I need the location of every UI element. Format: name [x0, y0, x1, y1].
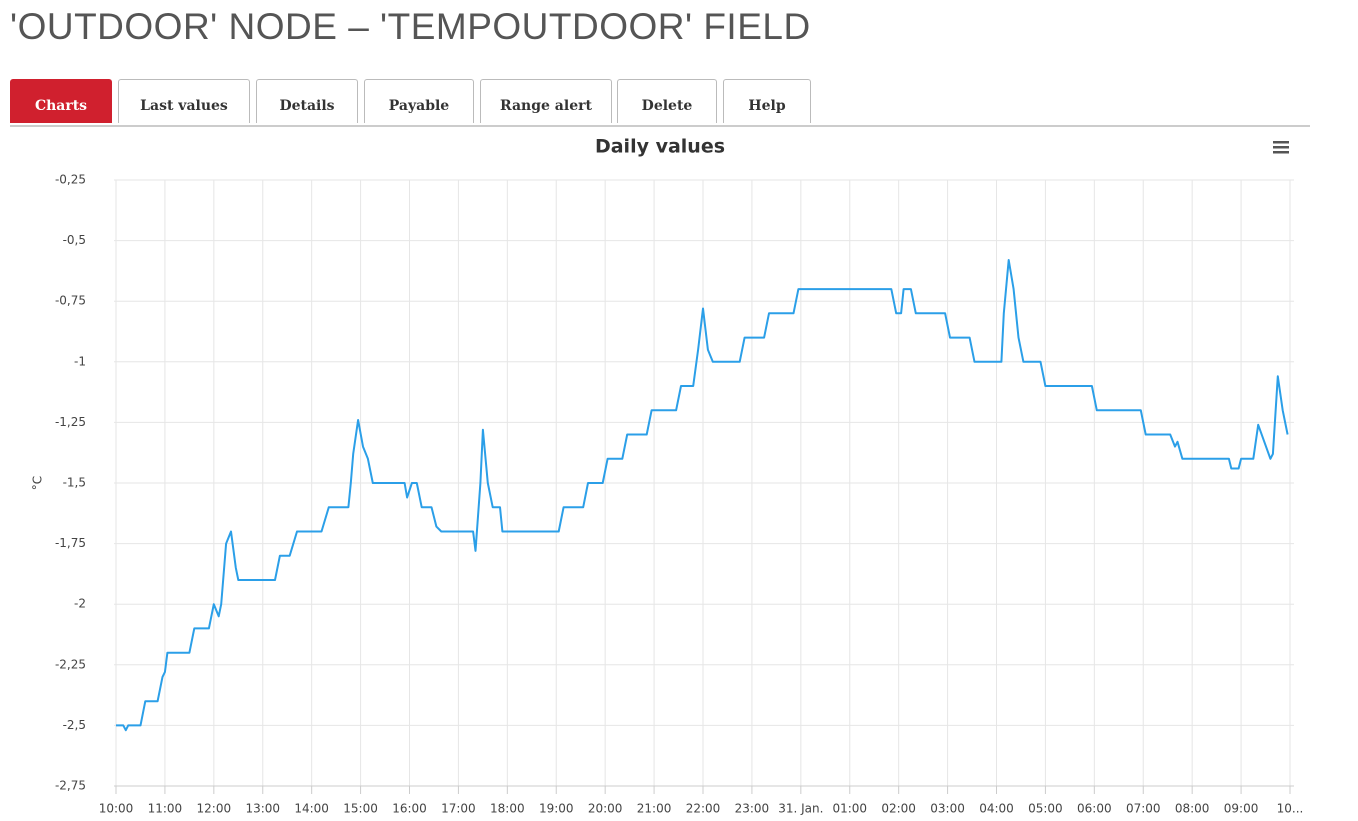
- tab-bar: Charts Last values Details Payable Range…: [10, 79, 1310, 127]
- x-tick-label: 11:00: [148, 802, 183, 816]
- y-tick-label: -1,25: [55, 415, 86, 429]
- x-tick-label: 16:00: [392, 802, 427, 816]
- tab[interactable]: Delete: [617, 79, 717, 123]
- y-tick-label: -2,25: [55, 657, 86, 671]
- x-tick-label: 18:00: [490, 802, 525, 816]
- x-tick-label: 12:00: [197, 802, 232, 816]
- chart-title: Daily values: [595, 136, 725, 158]
- tab[interactable]: Last values: [118, 79, 250, 123]
- x-tick-label: 01:00: [832, 802, 867, 816]
- data-line: [116, 259, 1289, 732]
- tab[interactable]: Charts: [10, 79, 112, 123]
- y-tick-label: -2: [74, 597, 86, 611]
- x-tick-label: 10...: [1277, 802, 1304, 816]
- y-tick-label: -2,5: [63, 718, 86, 732]
- menu-button[interactable]: [1268, 134, 1294, 160]
- menu-icon-bar: [1273, 141, 1289, 144]
- tab[interactable]: Range alert: [480, 79, 612, 123]
- x-tick-label: 03:00: [930, 802, 965, 816]
- x-tick-label: 15:00: [343, 802, 378, 816]
- x-tick-label: 08:00: [1175, 802, 1210, 816]
- x-tick-label: 14:00: [294, 802, 329, 816]
- menu-icon-bar: [1273, 151, 1289, 154]
- page-title: 'OUTDOOR' NODE – 'TEMPOUTDOOR' FIELD: [10, 6, 811, 47]
- y-tick-label: -0,25: [55, 173, 86, 187]
- x-tick-label: 31. Jan.: [778, 802, 823, 816]
- y-tick-label: -0,75: [55, 294, 86, 308]
- tab[interactable]: Help: [723, 79, 811, 123]
- y-tick-label: -1: [74, 354, 86, 368]
- x-tick-label: 22:00: [686, 802, 721, 816]
- y-tick-label: -0,5: [63, 233, 86, 247]
- x-tick-label: 13:00: [245, 802, 280, 816]
- menu-icon-bar: [1273, 146, 1289, 149]
- x-tick-label: 06:00: [1077, 802, 1112, 816]
- tab[interactable]: Details: [256, 79, 358, 123]
- x-tick-label: 17:00: [441, 802, 476, 816]
- x-tick-label: 05:00: [1028, 802, 1063, 816]
- x-tick-label: 10:00: [99, 802, 134, 816]
- x-tick-label: 19:00: [539, 802, 574, 816]
- tab[interactable]: Payable: [364, 79, 474, 123]
- x-tick-label: 04:00: [979, 802, 1014, 816]
- x-tick-label: 20:00: [588, 802, 623, 816]
- x-tick-label: 23:00: [735, 802, 770, 816]
- x-tick-label: 02:00: [881, 802, 916, 816]
- y-tick-label: -1,5: [63, 476, 86, 490]
- y-tick-label: -2,75: [55, 779, 86, 793]
- x-tick-label: 07:00: [1126, 802, 1161, 816]
- x-tick-label: 21:00: [637, 802, 672, 816]
- y-tick-label: -1,75: [55, 536, 86, 550]
- y-axis-label: °C: [31, 476, 45, 490]
- x-tick-label: 09:00: [1224, 802, 1259, 816]
